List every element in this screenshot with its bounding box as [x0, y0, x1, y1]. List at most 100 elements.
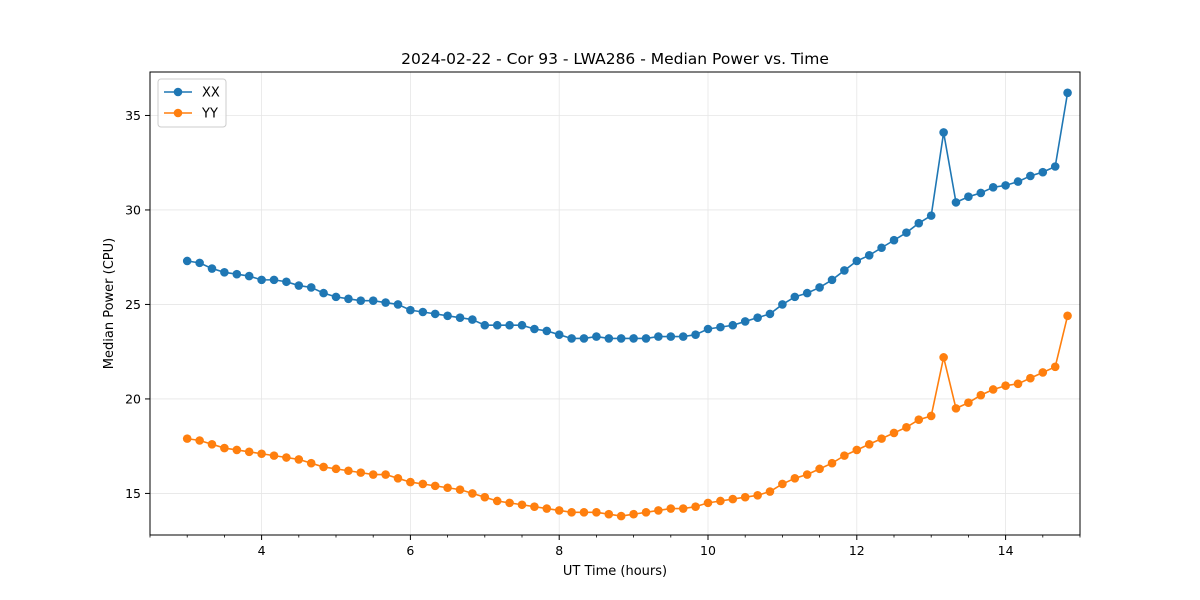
data-point: [629, 509, 638, 519]
data-point: [1026, 373, 1035, 383]
y-axis-label: Median Power (CPU): [102, 238, 117, 369]
data-point: [393, 474, 403, 483]
data-point: [554, 330, 564, 339]
data-point: [678, 504, 688, 513]
data-point: [654, 332, 663, 341]
data-point: [802, 288, 812, 298]
data-point: [604, 509, 614, 519]
data-point: [778, 479, 787, 489]
data-point: [1050, 162, 1060, 171]
data-point: [542, 326, 552, 336]
data-point: [257, 449, 266, 459]
data-point: [282, 453, 291, 462]
series-xx: [182, 88, 1072, 343]
y-tick-label: 20: [125, 391, 141, 406]
data-point: [406, 477, 415, 487]
data-point: [902, 422, 911, 432]
data-point: [864, 439, 874, 449]
data-point: [492, 320, 502, 330]
legend: XX YY: [157, 78, 227, 128]
data-point: [443, 311, 452, 321]
data-point: [505, 320, 514, 330]
data-point: [827, 458, 837, 468]
data-point: [641, 334, 651, 343]
data-point: [877, 243, 886, 253]
legend-marker: [173, 87, 183, 97]
data-point: [244, 271, 254, 281]
x-axis: 4 6 8 10 12 14: [149, 535, 1081, 558]
data-point: [430, 481, 440, 491]
data-point: [567, 508, 576, 517]
data-point: [257, 275, 266, 285]
data-point: [579, 334, 589, 343]
data-point: [319, 288, 328, 298]
data-point: [393, 300, 403, 309]
data-point: [889, 235, 899, 245]
data-point: [195, 258, 204, 268]
data-point: [530, 324, 539, 334]
data-point: [852, 256, 862, 266]
data-point: [455, 313, 465, 322]
data-point: [1013, 177, 1023, 186]
data-point: [480, 320, 490, 330]
x-tick-label: 8: [555, 543, 563, 558]
data-point: [740, 317, 750, 326]
data-point: [480, 492, 490, 502]
data-point: [740, 492, 750, 502]
data-point: [654, 506, 663, 515]
data-point: [703, 324, 713, 334]
y-axis: 15 20 25 30 35: [125, 108, 150, 501]
data-point: [381, 470, 390, 479]
grid-lines: [150, 72, 1080, 535]
data-point: [368, 470, 378, 479]
data-point: [269, 275, 279, 285]
data-point: [976, 390, 986, 400]
data-point: [815, 283, 824, 292]
data-point: [530, 502, 539, 511]
data-point: [306, 283, 316, 292]
data-point: [207, 439, 217, 449]
data-point: [765, 487, 775, 496]
data-point: [505, 498, 514, 508]
data-point: [381, 298, 390, 307]
data-point: [716, 322, 725, 332]
data-point: [964, 192, 973, 202]
data-point: [678, 332, 688, 341]
data-point: [703, 498, 713, 508]
x-axis-label: UT Time (hours): [563, 564, 667, 579]
data-point: [790, 474, 800, 483]
data-point: [629, 334, 638, 343]
data-point: [889, 428, 899, 438]
data-point: [182, 434, 192, 443]
legend-label: XX: [202, 86, 220, 101]
data-point: [840, 266, 849, 275]
data-point: [691, 330, 700, 339]
data-point: [964, 398, 973, 408]
data-point: [319, 462, 328, 472]
data-point: [951, 404, 961, 413]
data-point: [294, 455, 304, 464]
data-point: [418, 479, 428, 489]
data-point: [728, 494, 738, 504]
data-point: [455, 485, 465, 494]
series-yy: [182, 311, 1072, 521]
data-point: [1026, 171, 1035, 181]
data-point: [1038, 368, 1048, 377]
data-point: [356, 468, 366, 477]
data-point: [716, 496, 725, 506]
data-point: [827, 275, 837, 285]
data-point: [753, 313, 762, 322]
data-point: [691, 502, 700, 511]
plot-area-frame: [149, 71, 1081, 536]
data-point: [344, 294, 353, 304]
data-point: [592, 332, 601, 341]
data-point: [492, 496, 502, 506]
y-tick-label: 35: [125, 108, 141, 123]
data-point: [368, 296, 378, 305]
data-point: [728, 320, 738, 330]
data-point: [430, 309, 440, 319]
data-point: [666, 332, 676, 341]
data-point: [988, 182, 998, 192]
x-tick-label: 6: [406, 543, 414, 558]
